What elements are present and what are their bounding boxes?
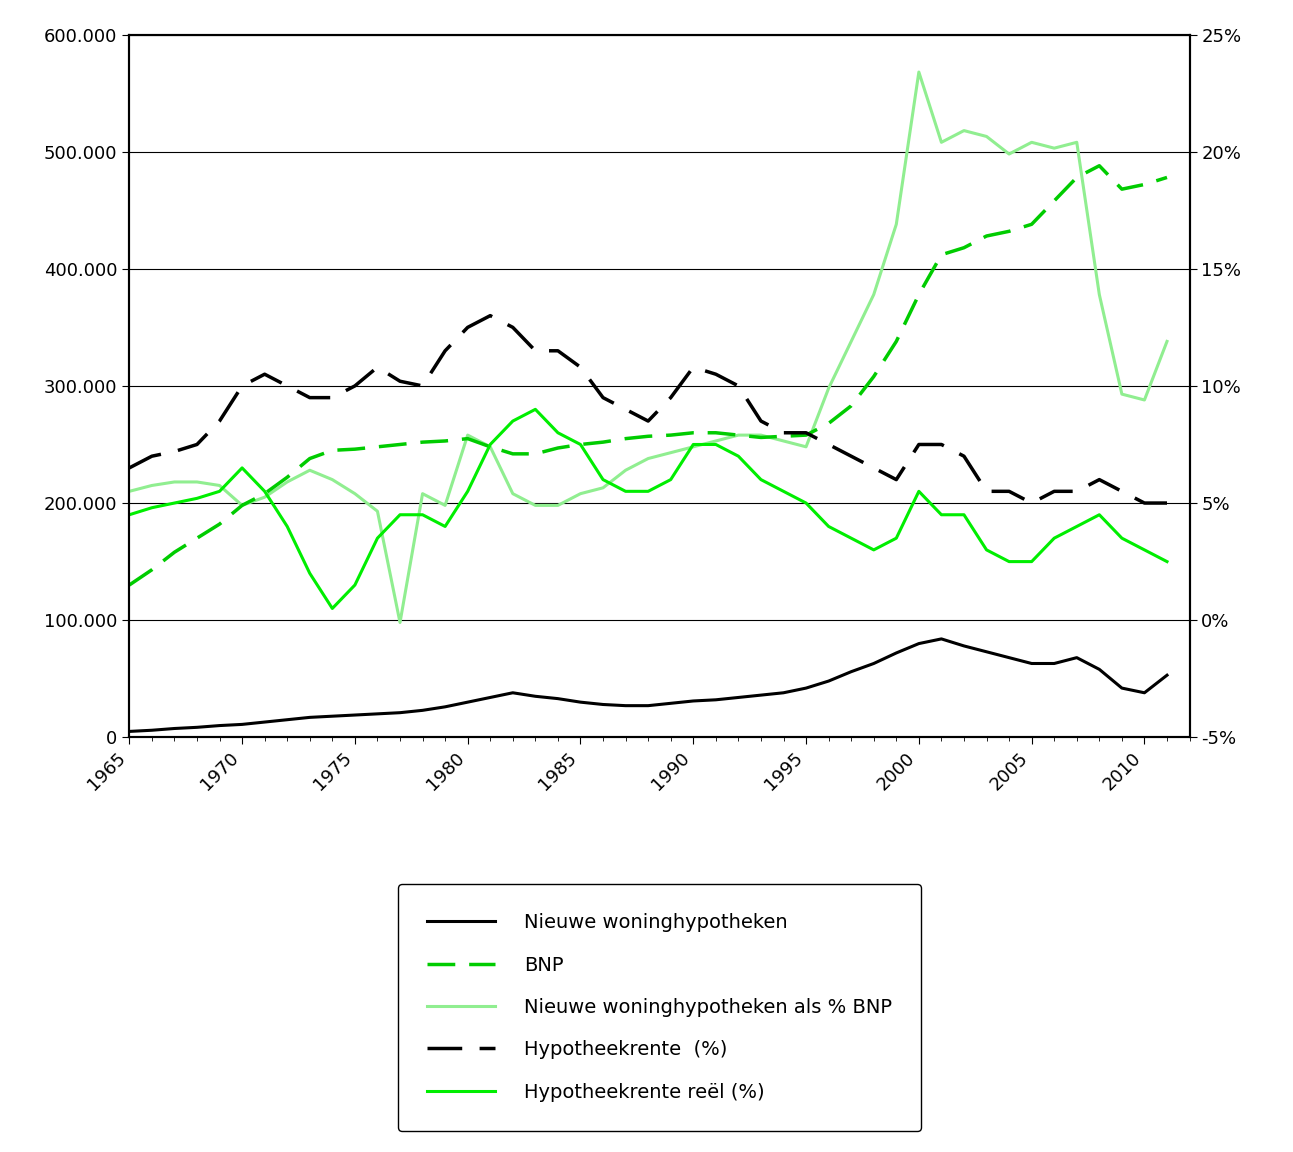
Legend: Nieuwe woninghypotheken, BNP, Nieuwe woninghypotheken als % BNP, Hypotheekrente : Nieuwe woninghypotheken, BNP, Nieuwe won… xyxy=(398,884,921,1131)
